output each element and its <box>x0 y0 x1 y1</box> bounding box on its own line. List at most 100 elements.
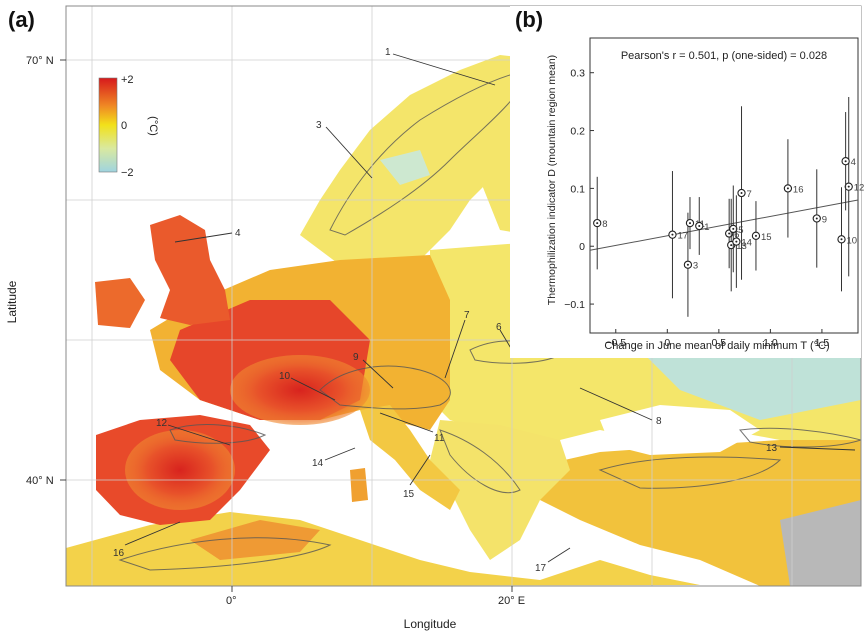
contour-balkans <box>439 429 521 494</box>
inset-point-center <box>671 233 674 236</box>
inset-point-center <box>840 238 843 241</box>
inset-y-tick-label: 0.3 <box>570 68 585 80</box>
leader-17 <box>547 547 571 563</box>
panel-a-letter: (a) <box>8 7 35 32</box>
inset-point-label: 15 <box>761 232 772 243</box>
leader-12 <box>167 424 231 446</box>
region-label-10: 10 <box>279 371 291 382</box>
inset-x-tick-label: 1.5 <box>815 337 830 349</box>
inset-point-center <box>815 217 818 220</box>
inset-points: 817311161351471516910124 <box>593 97 865 317</box>
region-label-texts: 1 3 4 6 7 8 9 10 11 12 13 14 15 16 17 <box>113 47 778 574</box>
contour-pyrenees <box>169 424 267 444</box>
land-balkans <box>430 420 570 560</box>
inset-point-label: 5 <box>738 225 743 236</box>
region-label-11: 11 <box>434 433 445 444</box>
inset-point-label: 8 <box>602 219 607 230</box>
land-scandinavia-cool <box>380 150 430 185</box>
leader-16 <box>124 521 181 546</box>
inset-point-center <box>740 192 743 195</box>
map-land <box>66 55 861 586</box>
inset-x-tick-label: 1.0 <box>763 337 778 349</box>
panel-b-letter: (b) <box>515 7 543 32</box>
inset-point-label: 3 <box>693 261 698 272</box>
leader-13 <box>779 446 856 451</box>
region-label-15: 15 <box>403 489 415 500</box>
colorbar-tick-max: +2 <box>121 74 134 86</box>
inset-point-label: 9 <box>822 214 827 225</box>
inset-ylabel: Thermophilization indicator D (mountain … <box>546 55 558 305</box>
inset-point-center <box>728 232 731 235</box>
leader-10 <box>290 377 336 401</box>
inset-point-label: 1 <box>704 222 709 233</box>
leader-15 <box>409 454 431 486</box>
inset-y-tick-label: 0.2 <box>570 126 585 138</box>
region-label-12: 12 <box>156 418 168 429</box>
inset-panel: (b) Pearson's r = 0.501, p (one-sided) =… <box>510 6 864 358</box>
inset-x-ticks: −0.5 0 0.5 1.0 1.5 <box>605 329 829 349</box>
inset-point-center <box>698 224 701 227</box>
region-label-1: 1 <box>385 47 391 58</box>
leader-11 <box>379 412 434 433</box>
inset-point-label: 14 <box>741 238 752 249</box>
leader-7 <box>444 319 466 379</box>
region-label-3: 3 <box>316 120 322 131</box>
colorbar-unit: (°C) <box>147 116 159 136</box>
inset-point-center <box>686 263 689 266</box>
inset-point-label: 7 <box>747 189 752 200</box>
contour-caucasus <box>739 427 861 448</box>
land-sardinia <box>350 468 368 502</box>
region-label-13: 13 <box>766 443 778 454</box>
contour-atlas <box>118 537 332 571</box>
region-label-9: 9 <box>353 352 359 363</box>
colorbar-tick-zero: 0 <box>121 120 127 132</box>
contour-alps <box>319 365 451 410</box>
leader-4 <box>174 232 233 243</box>
inset-x-tick-label: −0.5 <box>605 337 626 349</box>
lat-tick-40n: 40° N <box>26 475 54 487</box>
sea-black <box>600 405 760 455</box>
inset-point-center <box>844 160 847 163</box>
leader-1 <box>392 53 496 86</box>
region-label-16: 16 <box>113 548 125 559</box>
inset-point-center <box>754 234 757 237</box>
leader-14 <box>324 447 356 461</box>
land-ireland <box>95 278 145 328</box>
heat-core-alps-west <box>230 355 370 425</box>
heat-core-iberia <box>125 430 235 510</box>
leader-9 <box>362 359 394 389</box>
colorbar: +2 0 −2 (°C) <box>98 74 159 179</box>
region-label-6: 6 <box>496 322 502 333</box>
inset-point-label: 17 <box>677 231 688 242</box>
inset-title: Pearson's r = 0.501, p (one-sided) = 0.0… <box>621 50 827 62</box>
map-xlabel: Longitude <box>404 617 457 631</box>
inset-x-tick-label: 0 <box>664 337 670 349</box>
land-middle-east-grey <box>780 500 861 586</box>
inset-point-center <box>847 185 850 188</box>
inset-xlabel: Change in June mean of daily minimum T (… <box>604 340 829 352</box>
inset-fit-line <box>589 199 859 251</box>
inset-point-center <box>730 244 733 247</box>
inset-y-ticks: −0.1 0 0.1 0.2 0.3 <box>564 68 594 311</box>
leader-3 <box>325 126 373 179</box>
region-label-14: 14 <box>312 458 324 469</box>
leader-8 <box>579 387 653 421</box>
inset-point-label: 10 <box>847 235 858 246</box>
colorbar-ramp <box>98 77 118 173</box>
lon-tick-20e: 20° E <box>498 595 525 607</box>
inset-y-tick-label: −0.1 <box>564 299 585 311</box>
land-north-africa-warm <box>190 520 320 560</box>
inset-point-center <box>735 240 738 243</box>
inset-y-tick-label: 0 <box>579 241 585 253</box>
inset-point-label: 12 <box>854 183 865 194</box>
inset-point-center <box>596 222 599 225</box>
land-great-britain <box>150 215 230 325</box>
region-label-17: 17 <box>535 563 547 574</box>
map-ylabel: Latitude <box>5 280 19 323</box>
region-labels <box>124 53 856 563</box>
inset-point-label: 16 <box>793 184 804 195</box>
region-label-7: 7 <box>464 310 470 321</box>
inset-plot-frame <box>589 37 859 334</box>
inset-fit-line-group <box>589 199 859 251</box>
